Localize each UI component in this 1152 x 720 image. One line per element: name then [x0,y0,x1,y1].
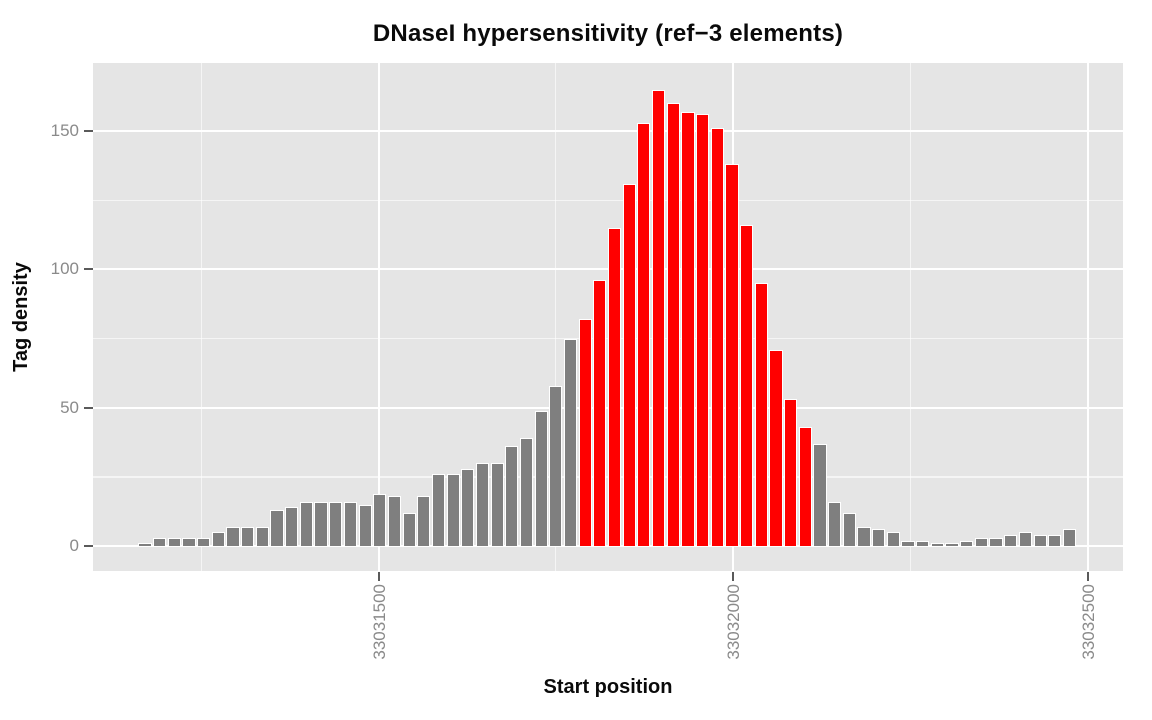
bar [872,529,886,547]
x-tick-label: 33031500 [370,584,446,660]
bar [916,540,930,547]
y-tick-mark [84,406,93,409]
bar-highlighted [607,227,622,547]
y-tick-label: 150 [50,121,79,141]
plot-panel [93,63,1123,571]
bar [989,537,1003,547]
bar [960,540,974,547]
bar [314,501,328,547]
bar-highlighted [754,283,768,547]
chart-title: DNaseI hypersensitivity (ref−3 elements) [372,20,844,47]
bar [211,532,225,547]
bar [1062,529,1077,547]
bar [813,443,827,547]
bar [329,501,343,547]
bar [226,526,240,547]
bar [197,537,211,547]
bar [417,496,431,547]
x-tick-label-text: 33031500 [369,584,389,660]
bar [974,537,988,547]
bar [446,474,460,547]
bar [475,463,490,547]
bar [182,537,196,547]
bar [828,501,842,547]
y-axis-title: Tag density [10,262,120,372]
bar [138,543,152,547]
bar [886,532,900,547]
x-axis-title: Start position [543,676,673,698]
bar [461,468,475,547]
bar [1018,532,1032,547]
y-tick-mark [84,545,93,548]
bar [1004,535,1018,547]
bar-highlighted [696,114,710,547]
bar [930,543,944,547]
bar [563,338,578,547]
y-minor-gridline [93,199,1123,201]
y-tick-label: 0 [69,536,79,556]
bar [241,526,255,547]
bar [945,543,959,547]
bar-highlighted [784,399,798,547]
bar [857,526,871,547]
bar-highlighted [710,128,724,547]
bar [1048,535,1062,547]
x-tick-mark [732,572,735,581]
bar [167,537,181,547]
x-minor-gridline [909,63,911,571]
bar-highlighted [637,122,651,547]
y-tick-label: 100 [50,259,79,279]
bar [842,512,856,547]
x-major-gridline [1086,63,1089,571]
x-minor-gridline [200,63,203,571]
bar [519,438,534,547]
bar [1033,535,1047,547]
bar [549,385,563,547]
x-tick-label: 33032500 [1079,584,1152,660]
bar [373,493,387,547]
bar [505,446,519,547]
y-major-gridline [93,545,1123,548]
bar-highlighted [622,183,636,547]
bar [285,507,299,547]
x-tick-label: 33032000 [724,584,800,660]
x-tick-mark [377,572,380,581]
bar-highlighted [666,103,680,547]
y-major-gridline [93,130,1123,133]
bar-highlighted [651,89,666,547]
bar [270,510,284,547]
x-tick-label-text: 33032500 [1078,584,1098,660]
bar-highlighted [681,111,695,547]
bar [431,474,446,547]
bar-highlighted [725,164,739,547]
bar [901,540,915,547]
x-major-gridline [377,63,380,571]
bar [534,410,548,547]
y-tick-mark [84,268,93,271]
bar [387,496,402,547]
bar-highlighted [578,319,592,547]
bar-highlighted [798,427,812,547]
bar-highlighted [593,280,607,547]
bar [402,512,416,547]
bar [153,537,167,547]
bar [255,526,269,547]
y-axis-title-text: Tag density [10,262,32,372]
bar-highlighted [769,349,783,547]
y-tick-mark [84,130,93,133]
x-minor-gridline [555,63,557,571]
x-tick-mark [1086,572,1089,581]
bar-highlighted [740,225,754,547]
bar [358,504,372,547]
x-tick-label-text: 33032000 [724,584,744,660]
bar [490,463,504,547]
bar [299,501,313,547]
bar [343,501,357,547]
y-tick-label: 50 [60,397,79,417]
